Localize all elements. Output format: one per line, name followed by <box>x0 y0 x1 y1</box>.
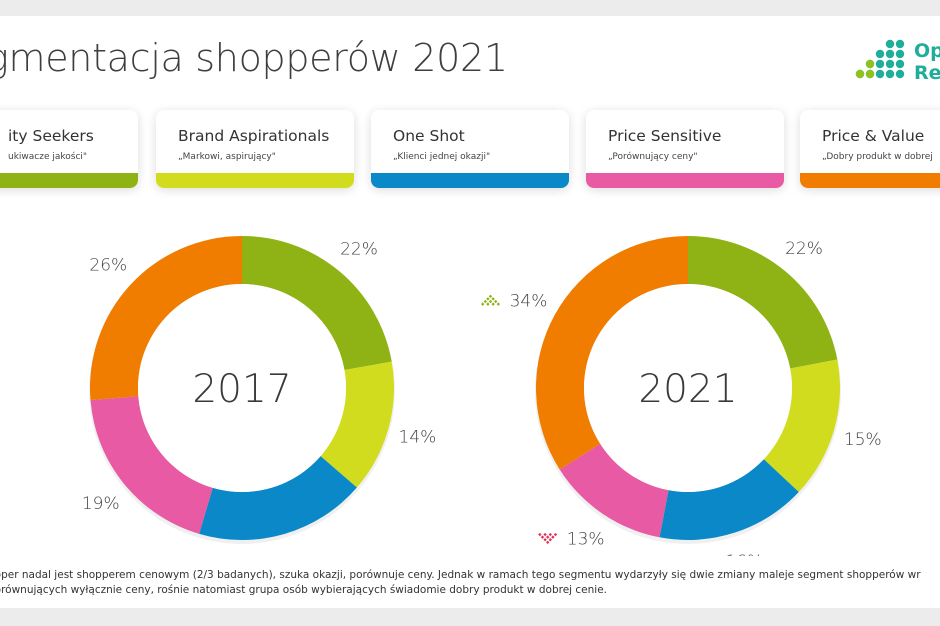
footer-description: opper nadal jest shopperem cenowym (2/3 … <box>0 568 940 598</box>
brand-logo: Op Re <box>852 38 940 88</box>
slice-value-label: 22% <box>340 240 378 260</box>
logo-text-line2: Re <box>914 62 940 84</box>
donut-slice-price-sensitive <box>559 443 669 538</box>
footer-line-2: porównujących wyłącznie ceny, rośnie nat… <box>0 584 608 596</box>
segment-subtitle: „Dobry produkt w dobrej <box>822 152 933 162</box>
donut-slice-one-shot <box>199 456 357 540</box>
donut-slice-price-value <box>89 236 242 401</box>
donut-hole <box>138 284 346 492</box>
slice-value-label: 15% <box>844 430 882 450</box>
segment-color-bar <box>371 173 569 188</box>
donut-slice-one-shot <box>659 459 799 540</box>
slice-value-label: 34% <box>510 291 548 311</box>
segment-color-bar <box>800 173 940 188</box>
trend-down-icon <box>538 532 558 545</box>
donut-hole <box>584 284 792 492</box>
segment-color-bar <box>586 173 784 188</box>
segment-name: Price & Value <box>822 127 925 145</box>
infographic-card: gmentacja shopperów 2021 Op Re ity Seeke… <box>0 16 940 608</box>
segment-name: Brand Aspirationals <box>178 127 330 145</box>
page-title: gmentacja shopperów 2021 <box>0 36 508 80</box>
slice-value-label: 18% <box>274 554 312 556</box>
segment-card-price-value: Price & Value „Dobry produkt w dobrej <box>800 110 940 188</box>
segment-name: Price Sensitive <box>608 127 722 145</box>
logo-dots-icon <box>855 39 905 79</box>
segment-card-price-sensitive: Price Sensitive „Porównujący ceny" <box>586 110 784 188</box>
segment-name: ity Seekers <box>8 127 94 145</box>
slice-value-label: 13% <box>567 530 605 550</box>
segment-subtitle: „Klienci jednej okazji" <box>393 152 491 162</box>
donut-slice-quality-seekers <box>242 236 392 370</box>
logo-text-line1: Op <box>914 40 940 62</box>
segment-card-brand-aspirationals: Brand Aspirationals „Markowi, aspirujący… <box>156 110 354 188</box>
donut-slice-price-value <box>536 236 688 470</box>
slice-value-label: 22% <box>785 239 823 259</box>
donut-chart-2021: 22% 15% 16% 13% 34% 2021 <box>481 236 882 556</box>
donut-slice-quality-seekers <box>688 236 838 369</box>
donut-slice-brand-aspirationals <box>763 359 840 493</box>
segment-subtitle: „Markowi, aspirujący" <box>178 152 276 162</box>
segment-card-one-shot: One Shot „Klienci jednej okazji" <box>371 110 569 188</box>
segment-subtitle: ukiwacze jakości" <box>8 152 88 162</box>
slice-value-label: 19% <box>82 494 120 514</box>
donut-year-label: 2017 <box>192 367 291 412</box>
segment-name: One Shot <box>393 127 465 145</box>
slice-value-label: 16% <box>725 552 763 556</box>
donut-chart-2017: 22% 14% 18% 19% 26% 2017 <box>82 236 437 556</box>
donut-slice-brand-aspirationals <box>320 361 394 488</box>
segment-subtitle: „Porównujący ceny" <box>608 152 698 162</box>
donut-slice-price-sensitive <box>90 396 213 534</box>
donut-year-label: 2021 <box>638 367 737 412</box>
segment-color-bar <box>156 173 354 188</box>
slice-value-label: 26% <box>89 256 127 276</box>
trend-up-icon <box>481 294 501 306</box>
segment-card-quality-seekers: ity Seekers ukiwacze jakości" <box>0 110 138 188</box>
footer-line-1: opper nadal jest shopperem cenowym (2/3 … <box>0 569 921 581</box>
segment-color-bar <box>0 173 138 188</box>
slice-value-label: 14% <box>399 427 437 447</box>
